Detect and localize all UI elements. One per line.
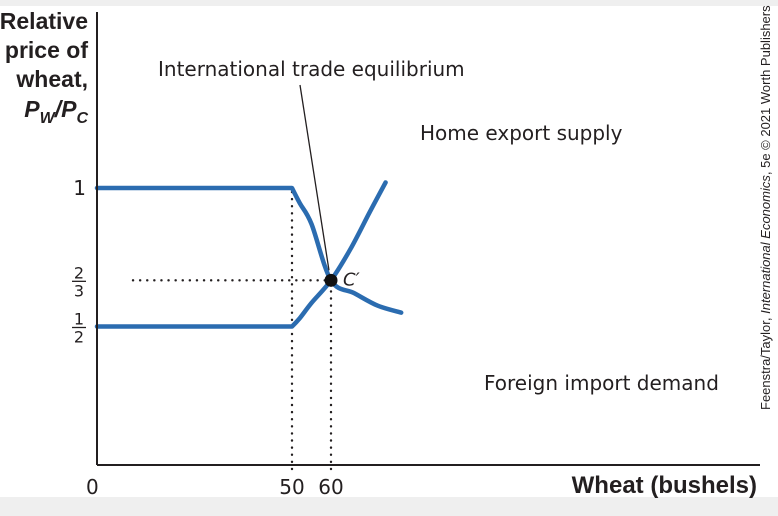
axes	[96, 12, 760, 466]
x-axis-title: Wheat (bushels)	[572, 472, 757, 499]
top-strip	[0, 0, 778, 6]
equilibrium-label: C′	[343, 269, 360, 290]
credit-part: Feenstra/Taylor,	[758, 314, 773, 410]
credit-line: Feenstra/Taylor, International Economics…	[758, 5, 773, 410]
y-tick-fraction-1-2-denominator: 2	[74, 328, 84, 347]
y-tick-fraction-1-2: 12	[72, 310, 86, 347]
y-tick-label-1: 1	[73, 176, 86, 200]
equilibrium-point	[324, 273, 338, 287]
credit-part: , 5e © 2021 Worth Publishers	[758, 5, 773, 175]
y-axis-symbol-part: /	[54, 96, 64, 122]
bottom-strip	[0, 497, 778, 516]
annotation-home-export-supply: Home export supply	[420, 121, 623, 145]
x-origin-label: 0	[86, 475, 99, 499]
y-axis-symbol-part: P	[24, 96, 40, 122]
annotation-foreign-import-demand: Foreign import demand	[484, 371, 719, 395]
y-tick-fraction-1-2-numerator: 1	[74, 310, 84, 329]
curves	[94, 180, 404, 329]
annotation-international-trade-equilibrium: International trade equilibrium	[158, 57, 465, 81]
y-axis-symbol-part: W	[40, 110, 57, 127]
foreign-import-demand-curve	[94, 185, 404, 315]
y-tick-fraction-2-3-denominator: 3	[74, 281, 84, 300]
y-axis-title-line-1: Relative	[0, 8, 88, 34]
home-export-supply-curve	[94, 180, 388, 329]
annotation-leader-line	[299, 84, 330, 271]
y-axis-symbol-part: C	[76, 110, 88, 127]
y-tick-fraction-2-3: 23	[72, 263, 86, 300]
y-axis-title-line-2: price of	[5, 37, 88, 63]
x-tick-label-60: 60	[318, 475, 343, 499]
reference-lines	[131, 186, 333, 471]
y-axis-title-line-3: wheat,	[15, 66, 88, 92]
x-tick-label-50: 50	[279, 475, 304, 499]
y-axis-symbol-part: P	[61, 96, 77, 122]
y-axis-symbol: PW/PC	[24, 96, 88, 127]
credit-part: International Economics	[758, 175, 773, 314]
y-tick-fraction-2-3-numerator: 2	[74, 263, 84, 282]
